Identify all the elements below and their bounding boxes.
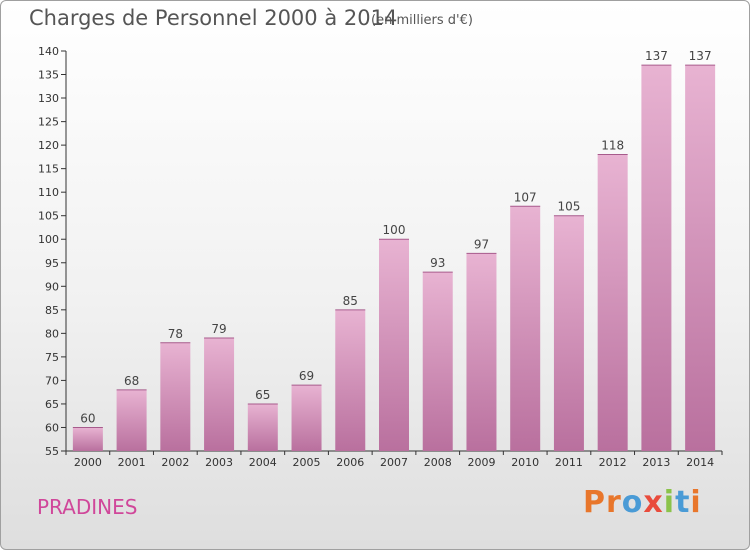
y-tick-label: 60 [45,421,59,434]
x-tick-label: 2007 [380,456,408,469]
y-tick-label: 130 [38,92,59,105]
chart-title: Charges de Personnel 2000 à 2014 [29,6,398,30]
brand-letter: P [583,485,606,520]
bar [72,427,103,451]
y-tick-label: 115 [38,163,59,176]
x-tick-label: 2009 [467,456,495,469]
bar [553,215,584,451]
brand-letter: o [621,485,644,520]
y-tick-label: 120 [38,139,59,152]
bar [466,253,497,451]
x-tick-label: 2004 [249,456,277,469]
y-tick-label: 70 [45,374,59,387]
data-label: 137 [689,49,712,63]
bar [641,65,672,451]
x-tick-label: 2010 [511,456,539,469]
x-tick-label: 2012 [599,456,627,469]
x-tick-label: 2001 [118,456,146,469]
data-label: 79 [211,322,226,336]
y-tick-label: 75 [45,351,59,364]
data-label: 68 [124,374,139,388]
bar [379,239,409,451]
x-tick-label: 2008 [424,456,452,469]
brand-letter: t [675,485,691,520]
x-tick-label: 2013 [642,456,670,469]
data-label: 105 [557,200,580,214]
x-tick-label: 2006 [336,456,364,469]
x-tick-label: 2011 [555,456,583,469]
data-label: 65 [255,388,270,402]
data-label: 100 [383,223,406,237]
x-tick-label: 2014 [686,456,714,469]
bar [510,206,541,451]
brand-letter: i [690,485,702,520]
brand-logo: Proxiti [583,485,702,520]
y-tick-label: 85 [45,304,59,317]
bar [422,272,453,451]
y-tick-label: 100 [38,233,59,246]
y-tick-label: 80 [45,327,59,340]
y-tick-label: 135 [38,69,59,82]
bar [247,403,278,451]
data-label: 60 [80,411,95,425]
y-tick-label: 65 [45,398,59,411]
bar [160,342,191,451]
brand-letter: i [663,485,676,520]
y-tick-label: 105 [38,210,59,223]
y-tick-label: 95 [45,257,59,270]
data-label: 85 [343,294,358,308]
bar [116,389,147,451]
bar [597,154,628,451]
data-label: 118 [601,139,624,153]
x-tick-label: 2005 [293,456,321,469]
data-label: 97 [474,237,489,251]
chart-subtitle: (en milliers d'€) [371,13,473,28]
data-label: 107 [514,190,537,204]
y-tick-label: 125 [38,116,59,129]
data-label: 93 [430,256,445,270]
y-tick-label: 55 [45,445,59,458]
data-label: 137 [645,49,668,63]
bar [685,65,716,451]
x-tick-label: 2000 [74,456,102,469]
location-label: PRADINES [37,495,138,519]
y-tick-label: 110 [38,186,59,199]
bar [291,385,322,451]
bar [335,309,366,451]
data-label: 69 [299,369,314,383]
brand-letter: r [606,485,622,520]
brand-letter: x [643,485,664,520]
y-tick-label: 140 [38,45,59,58]
x-tick-label: 2002 [161,456,189,469]
data-label: 78 [168,327,183,341]
y-tick-label: 90 [45,280,59,293]
x-tick-label: 2003 [205,456,233,469]
bar [204,338,235,451]
